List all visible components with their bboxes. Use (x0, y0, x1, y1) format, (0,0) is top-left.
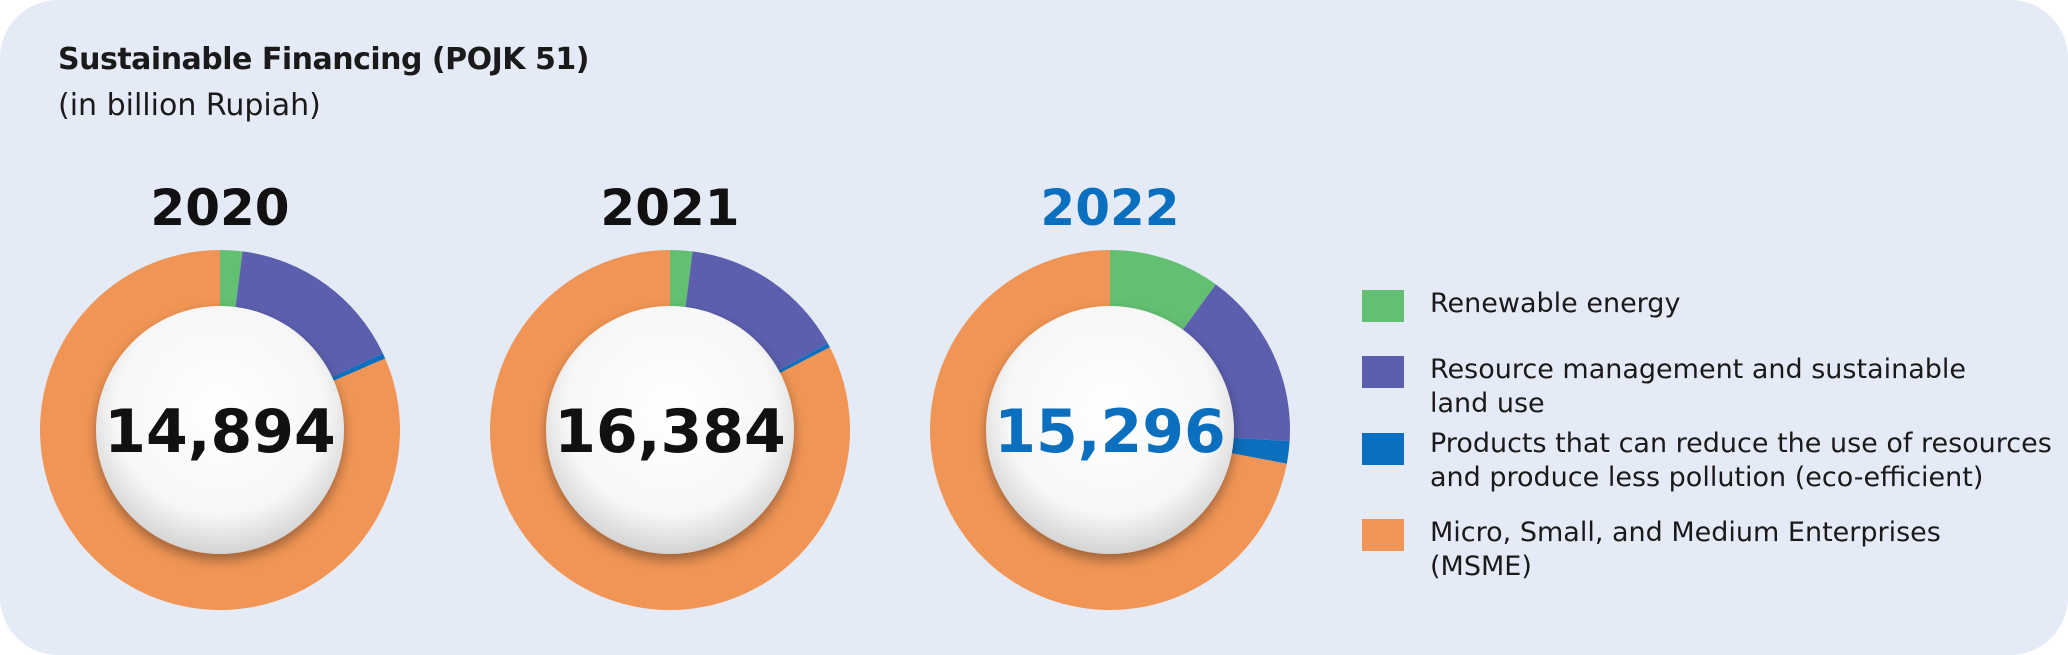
donut-slice-resource-management (1181, 284, 1290, 442)
donut-svg: 2021 16,384 (490, 179, 850, 610)
donut-center (546, 306, 794, 554)
donut-slice-eco-efficient-products (1229, 437, 1290, 464)
donut-center (986, 306, 1234, 554)
year-label: 2020 (150, 179, 289, 237)
legend-label-line: Micro, Small, and Medium Enterprises (1430, 517, 1941, 548)
total-value: 15,296 (994, 397, 1226, 467)
legend-label-line: Products that can reduce the use of reso… (1430, 428, 2052, 459)
total-value: 14,894 (104, 397, 336, 467)
legend-label-line: Renewable energy (1430, 288, 1681, 319)
donut-svg: 2022 15,296 (930, 179, 1290, 610)
donut-svg: 2020 14,894 (40, 179, 400, 610)
legend-swatch (1362, 356, 1404, 388)
donut-slice-msme (490, 250, 850, 610)
donut-chart-2021: 2021 16,384 (480, 175, 860, 615)
donut-center (96, 306, 344, 554)
donut-slice-eco-efficient-products (776, 343, 830, 374)
chart-title: Sustainable Financing (POJK 51) (58, 42, 589, 77)
year-label: 2021 (600, 179, 739, 237)
legend-label: Resource management and sustainable land… (1430, 353, 2068, 421)
year-label: 2022 (1040, 179, 1179, 237)
donut-chart-2022: 2022 15,296 (920, 175, 1300, 615)
legend-label-line: Resource management and sustainable (1430, 354, 1967, 385)
donut-slice-renewable-energy (1110, 250, 1216, 332)
legend-label-line: land use (1430, 388, 1545, 419)
donut-slice-resource-management (235, 251, 383, 379)
legend-label-line: (MSME) (1430, 551, 1532, 582)
donut-slice-renewable-energy (220, 250, 243, 309)
chart-subtitle: (in billion Rupiah) (58, 88, 321, 123)
legend-swatch (1362, 433, 1404, 465)
legend-label: Micro, Small, and Medium Enterprises (MS… (1430, 516, 2068, 584)
legend-swatch (1362, 519, 1404, 551)
donut-slice-msme (930, 250, 1287, 610)
legend-swatch (1362, 290, 1404, 322)
donut-slice-resource-management (685, 251, 828, 372)
donut-slice-renewable-energy (670, 250, 693, 309)
donut-chart-2020: 2020 14,894 (30, 175, 410, 615)
total-value: 16,384 (554, 397, 786, 467)
legend-label-line: and produce less pollution (eco-efficien… (1430, 462, 1984, 493)
legend-label: Products that can reduce the use of reso… (1430, 427, 2068, 495)
donut-slice-msme (40, 250, 400, 610)
donut-slice-eco-efficient-products (330, 353, 386, 382)
legend-label: Renewable energy (1430, 287, 2068, 321)
